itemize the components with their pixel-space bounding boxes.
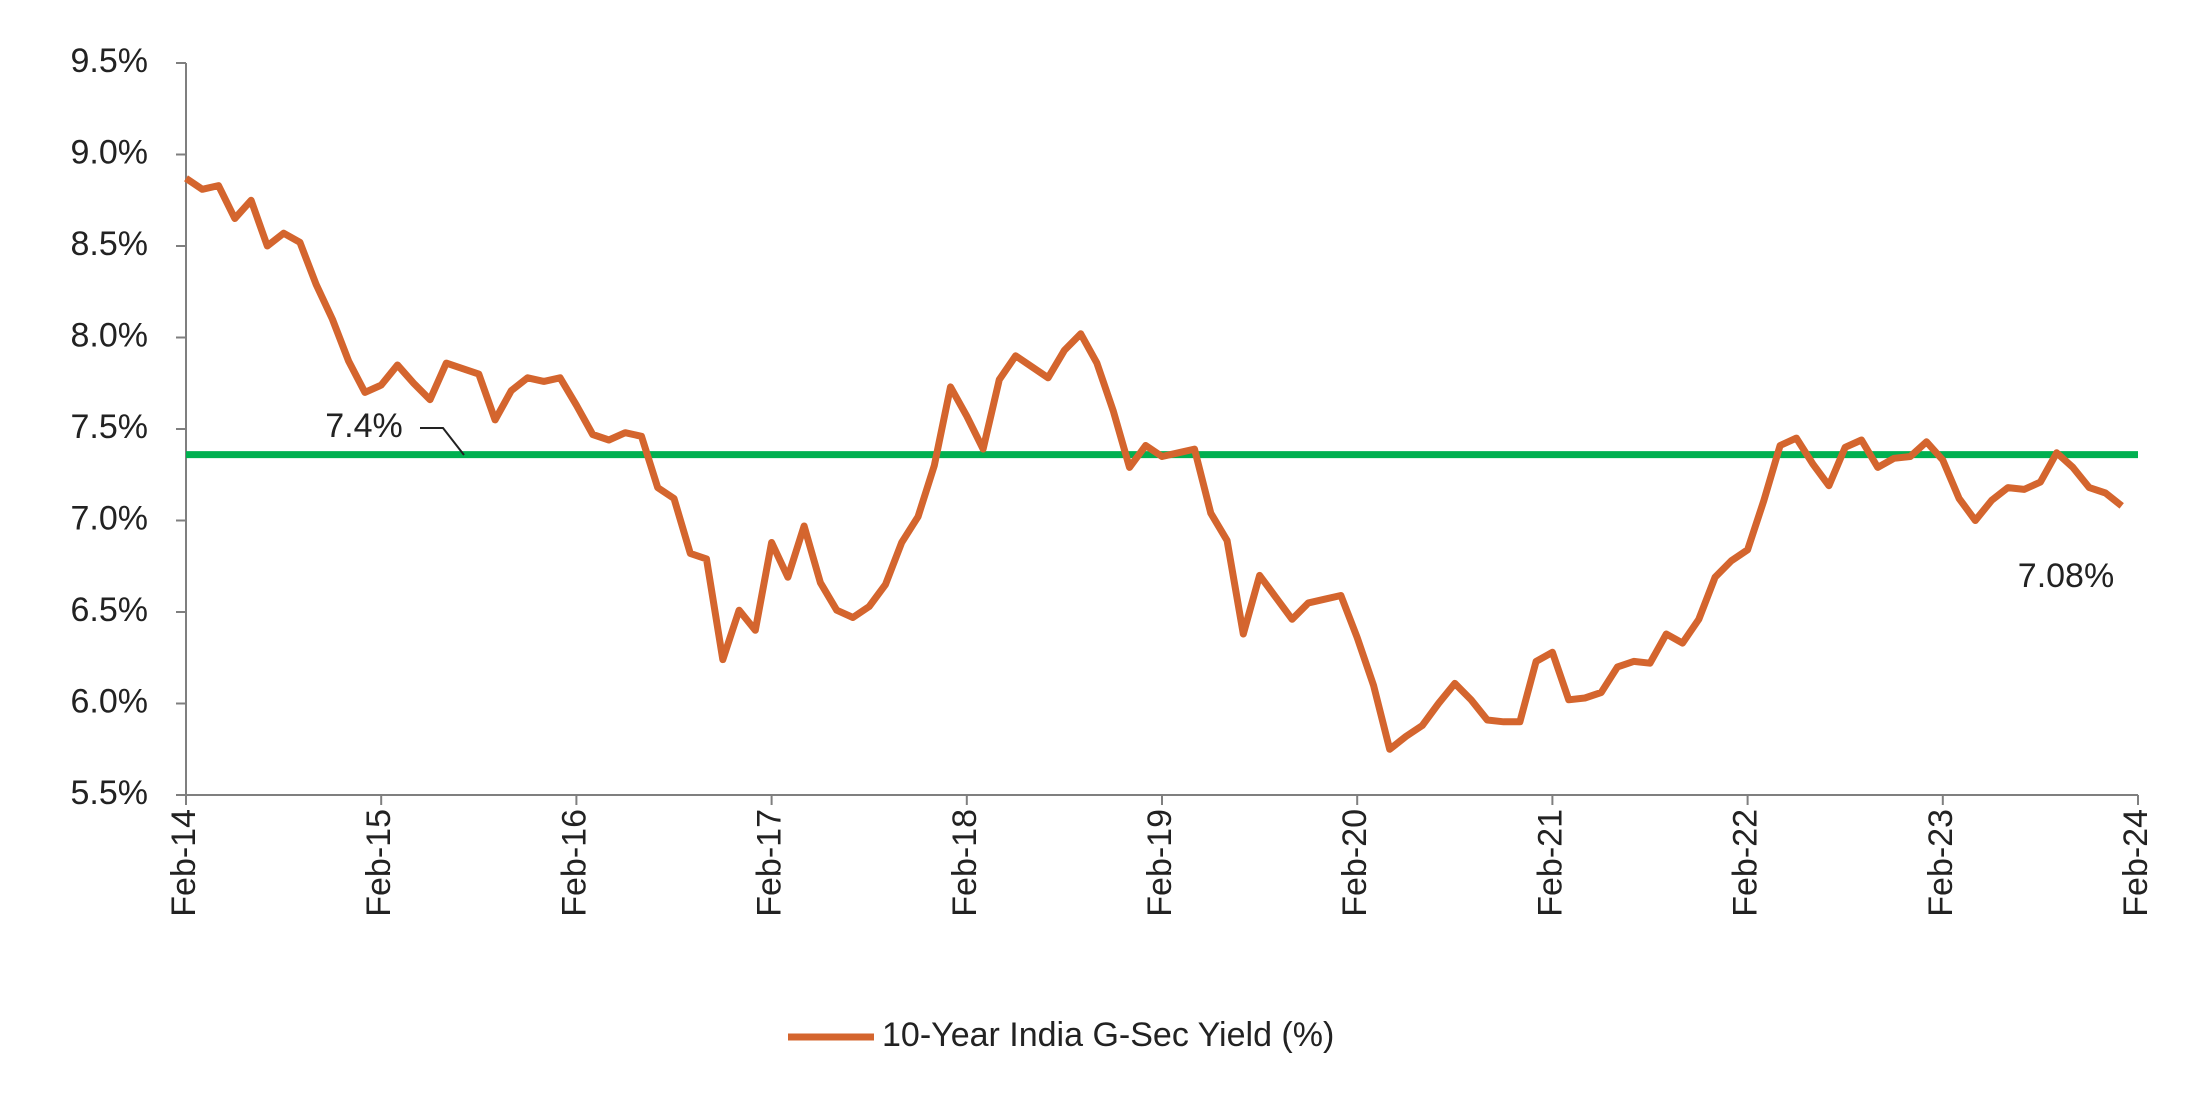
y-tick-label: 7.0% [71, 499, 149, 537]
y-tick-label: 8.5% [71, 225, 149, 263]
end-annotation: 7.08% [2018, 557, 2114, 595]
y-tick-label: 8.0% [71, 316, 149, 354]
x-tick-label: Feb-15 [360, 809, 398, 917]
y-tick-label: 9.0% [71, 133, 149, 171]
y-tick-label: 7.5% [71, 408, 149, 446]
x-tick-label: Feb-18 [946, 809, 984, 917]
x-tick-label: Feb-23 [1922, 809, 1960, 917]
y-tick-label: 6.0% [71, 682, 149, 720]
x-tick-label: Feb-24 [2117, 809, 2155, 917]
reference-label: 7.4% [325, 407, 403, 445]
x-tick-label: Feb-14 [165, 809, 203, 917]
annotation-leader [420, 427, 465, 456]
legend-label: 10-Year India G-Sec Yield (%) [882, 1016, 1334, 1054]
y-tick-label: 5.5% [71, 774, 149, 812]
y-tick-label: 9.5% [71, 42, 149, 80]
x-tick-label: Feb-17 [751, 809, 789, 917]
x-tick-label: Feb-21 [1531, 809, 1569, 917]
x-tick-label: Feb-22 [1727, 809, 1765, 917]
y-tick-label: 6.5% [71, 591, 149, 629]
x-tick-label: Feb-19 [1141, 809, 1179, 917]
series-line [184, 175, 2124, 753]
x-tick-label: Feb-16 [555, 809, 593, 917]
x-tick-label: Feb-20 [1336, 809, 1374, 917]
